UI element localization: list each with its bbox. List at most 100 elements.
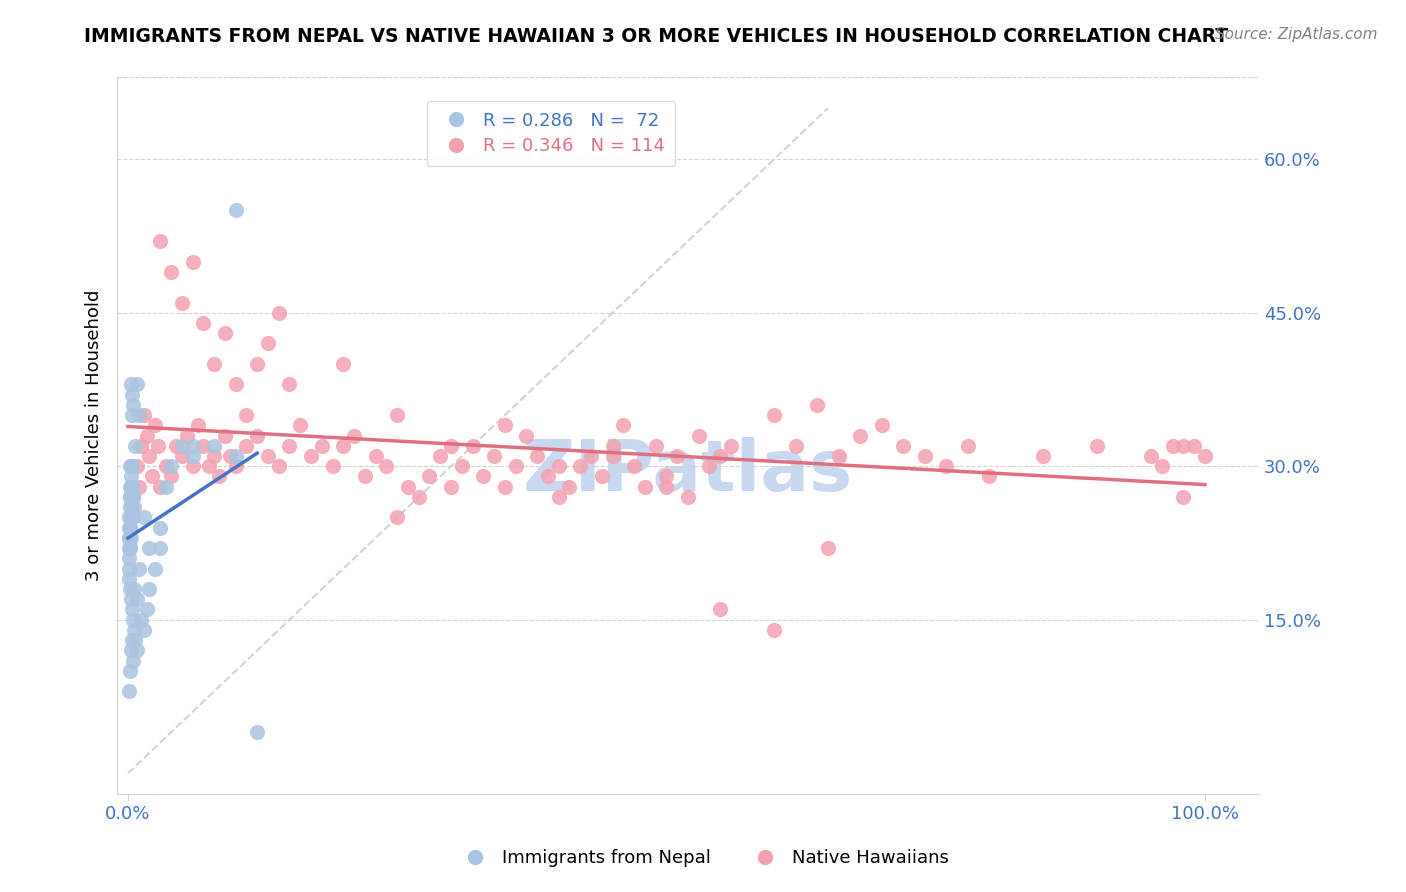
Point <box>214 428 236 442</box>
Point <box>311 439 333 453</box>
Point <box>1161 439 1184 453</box>
Point <box>979 469 1001 483</box>
Point <box>246 357 269 371</box>
Point <box>125 592 148 607</box>
Point <box>1085 439 1108 453</box>
Point <box>891 439 914 453</box>
Point <box>120 510 142 524</box>
Point <box>118 551 141 566</box>
Point <box>122 490 145 504</box>
Point <box>526 449 548 463</box>
Point <box>149 521 172 535</box>
Point <box>120 643 142 657</box>
Point <box>537 469 560 483</box>
Point <box>235 408 257 422</box>
Point <box>785 439 807 453</box>
Point <box>602 439 624 453</box>
Point <box>120 664 142 678</box>
Point <box>429 449 451 463</box>
Point <box>149 541 172 555</box>
Point <box>146 439 169 453</box>
Point <box>125 643 148 657</box>
Point <box>709 449 731 463</box>
Point <box>160 469 183 483</box>
Point <box>118 541 141 555</box>
Point <box>141 469 163 483</box>
Point <box>385 510 408 524</box>
Point <box>121 500 143 515</box>
Point <box>720 439 742 453</box>
Point <box>120 459 142 474</box>
Point <box>138 449 160 463</box>
Point <box>120 541 142 555</box>
Point <box>132 408 155 422</box>
Point <box>666 449 689 463</box>
Point <box>124 582 146 596</box>
Point <box>197 459 219 474</box>
Point <box>120 521 142 535</box>
Point <box>505 459 527 474</box>
Point <box>143 561 166 575</box>
Point <box>138 582 160 596</box>
Point <box>120 582 142 596</box>
Point <box>299 449 322 463</box>
Point <box>132 510 155 524</box>
Point <box>165 439 187 453</box>
Point <box>125 377 148 392</box>
Point <box>193 316 215 330</box>
Point <box>591 469 613 483</box>
Point <box>602 449 624 463</box>
Point <box>623 459 645 474</box>
Point <box>828 449 851 463</box>
Y-axis label: 3 or more Vehicles in Household: 3 or more Vehicles in Household <box>86 290 103 582</box>
Point <box>1150 459 1173 474</box>
Point <box>120 592 142 607</box>
Point <box>322 459 344 474</box>
Point <box>118 572 141 586</box>
Point <box>1173 490 1195 504</box>
Point <box>187 418 209 433</box>
Point <box>120 490 142 504</box>
Point <box>699 459 721 474</box>
Point <box>121 633 143 648</box>
Point <box>143 418 166 433</box>
Point <box>225 459 247 474</box>
Point <box>181 439 204 453</box>
Point <box>547 490 569 504</box>
Point <box>202 449 225 463</box>
Point <box>267 459 290 474</box>
Point <box>124 500 146 515</box>
Point <box>817 541 839 555</box>
Point <box>515 428 537 442</box>
Point <box>170 439 193 453</box>
Point <box>225 449 247 463</box>
Point <box>181 449 204 463</box>
Legend: R = 0.286   N =  72, R = 0.346   N = 114: R = 0.286 N = 72, R = 0.346 N = 114 <box>426 101 675 166</box>
Point <box>612 418 634 433</box>
Text: IMMIGRANTS FROM NEPAL VS NATIVE HAWAIIAN 3 OR MORE VEHICLES IN HOUSEHOLD CORRELA: IMMIGRANTS FROM NEPAL VS NATIVE HAWAIIAN… <box>84 27 1229 45</box>
Point <box>181 254 204 268</box>
Point <box>1140 449 1163 463</box>
Point <box>849 428 872 442</box>
Point <box>121 387 143 401</box>
Point <box>935 459 957 474</box>
Point <box>246 428 269 442</box>
Point <box>290 418 312 433</box>
Point <box>118 561 141 575</box>
Point <box>120 480 142 494</box>
Point <box>120 469 142 483</box>
Point <box>122 490 145 504</box>
Point <box>278 439 301 453</box>
Point <box>343 428 366 442</box>
Point <box>396 480 419 494</box>
Point <box>763 623 786 637</box>
Point <box>170 449 193 463</box>
Point <box>170 295 193 310</box>
Point <box>121 459 143 474</box>
Point <box>120 541 142 555</box>
Point <box>129 439 152 453</box>
Point <box>138 541 160 555</box>
Point <box>332 357 354 371</box>
Point <box>120 490 142 504</box>
Point <box>418 469 440 483</box>
